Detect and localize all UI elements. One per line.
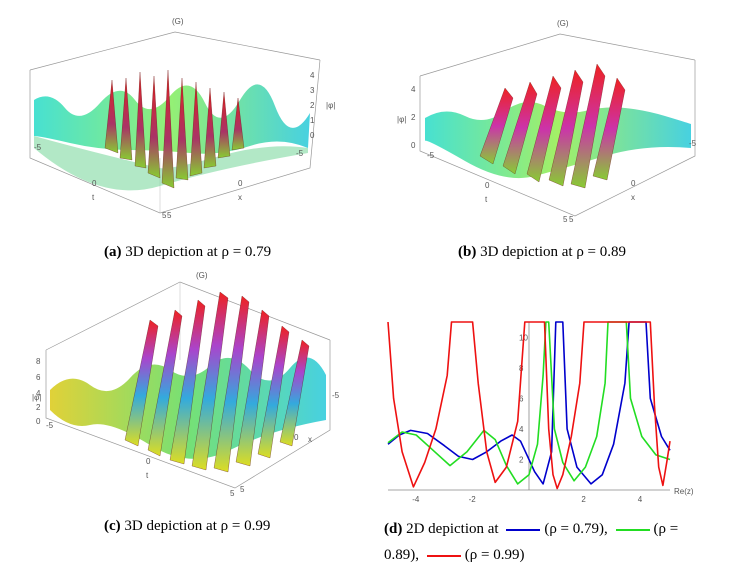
panel-b-xtick: 0	[631, 179, 636, 188]
panel-c-ttick: 0	[146, 457, 151, 466]
caption-c-text: 3D depiction at ρ = 0.99	[124, 518, 271, 534]
panel-c-ttick: 5	[230, 489, 235, 498]
panel-b-ztick: 4	[411, 85, 416, 94]
panel-b-x-axis: x	[631, 193, 635, 202]
panel-a-z-axis: |φ|	[326, 101, 335, 110]
panel-b-ttick: 0	[485, 181, 490, 190]
caption-a: (a) 3D depiction at ρ = 0.79	[104, 242, 271, 262]
series-line-2	[387, 321, 671, 490]
x-tick-label: 2	[581, 495, 586, 504]
legend-label-blue: (ρ = 0.79),	[544, 521, 608, 537]
panel-b-z-axis: |φ|	[397, 115, 406, 124]
panel-a-ttick: -5	[34, 143, 42, 152]
panel-c-x-axis: x	[308, 435, 312, 444]
panel-a: (G) |φ| 4 3 2 1 0 -5 0 t 5 5 0 x -5	[20, 8, 340, 228]
y-tick-label: 2	[519, 455, 524, 464]
panel-b-xtick: 5	[569, 215, 574, 224]
panel-c-ztick: 8	[36, 357, 41, 366]
legend-label-red: (ρ = 0.99)	[464, 547, 525, 563]
panel-c-xtick: 5	[240, 485, 245, 494]
legend-label-green: (ρ =	[653, 521, 679, 537]
panel-c-ztick: 4	[36, 389, 41, 398]
panel-a-ztick: 4	[310, 71, 315, 80]
panel-b-xtick: -5	[689, 139, 697, 148]
surface-plot-c: (G) |φ| 8 6 4 2 0 -5 0 t 5 5 0 x -5	[32, 271, 340, 498]
x-axis-label: Re(z)	[674, 487, 694, 496]
surface-plot-b: (G) |φ| 4 2 0 -5 0 t 5 5 0 x -5	[397, 19, 697, 224]
caption-b-prefix: (b)	[458, 244, 477, 260]
panel-c-ztick: 2	[36, 403, 41, 412]
panel-b-ztick: 2	[411, 113, 416, 122]
panel-a-ztick: 0	[310, 131, 315, 140]
panel-a-ttick: 0	[92, 179, 97, 188]
panel-c: (G) |φ| 8 6 4 2 0 -5 0 t 5 5 0 x -5	[30, 270, 360, 500]
panel-a-ztick: 3	[310, 86, 315, 95]
caption-a-text: 3D depiction at ρ = 0.79	[125, 244, 272, 260]
caption-d-text1: 2D depiction at	[406, 521, 499, 537]
panel-c-z-axis: |φ|	[32, 393, 41, 402]
panel-b-t-axis: t	[485, 195, 488, 204]
panel-a-xtick: 5	[167, 211, 172, 220]
panel-a-x-axis: x	[238, 193, 242, 202]
panel-a-t-axis: t	[92, 193, 95, 202]
panel-b-label: (G)	[557, 19, 569, 28]
legend-swatch-blue	[506, 528, 541, 531]
caption-c-prefix: (c)	[104, 518, 121, 534]
caption-d: (d) 2D depiction at (ρ = 0.79), (ρ = 0.8…	[384, 516, 678, 568]
panel-a-ztick: 2	[310, 101, 315, 110]
x-tick-label: 4	[638, 495, 643, 504]
caption-b: (b) 3D depiction at ρ = 0.89	[458, 242, 626, 262]
panel-b-ztick: 0	[411, 141, 416, 150]
panel-c-xtick: 0	[294, 433, 299, 442]
panel-a-ttick: 5	[162, 211, 167, 220]
y-tick-label: 4	[519, 425, 524, 434]
panel-b-ttick: 5	[563, 215, 568, 224]
panel-a-xtick: 0	[238, 179, 243, 188]
panel-c-ztick: 0	[36, 417, 41, 426]
caption-a-prefix: (a)	[104, 244, 122, 260]
panel-a-label: (G)	[172, 17, 184, 26]
panel-d: -4 -2 2 4 2 4 6 8 10 Re(z)	[380, 318, 720, 508]
panel-c-xtick: -5	[332, 391, 340, 400]
legend-label-green-cont: 0.89),	[384, 547, 419, 563]
caption-b-text: 3D depiction at ρ = 0.89	[480, 244, 627, 260]
y-tick-label: 6	[519, 394, 524, 403]
panel-c-t-axis: t	[146, 471, 149, 480]
legend-swatch-green	[615, 528, 650, 531]
x-tick-label: -4	[412, 495, 420, 504]
panel-c-ttick: -5	[46, 421, 54, 430]
caption-c: (c) 3D depiction at ρ = 0.99	[104, 516, 270, 536]
panel-b: (G) |φ| 4 2 0 -5 0 t 5 5 0 x -5	[385, 16, 715, 231]
panel-c-ztick: 6	[36, 373, 41, 382]
surface-plot-a: (G) |φ| 4 3 2 1 0 -5 0 t 5 5 0 x -5	[29, 17, 335, 220]
panel-a-ztick: 1	[310, 116, 315, 125]
x-tick-label: -2	[469, 495, 477, 504]
panel-b-ttick: -5	[427, 151, 435, 160]
panel-c-label: (G)	[196, 271, 208, 280]
panel-a-xtick: -5	[296, 149, 304, 158]
legend-swatch-red	[426, 554, 461, 557]
caption-d-prefix: (d)	[384, 521, 403, 537]
